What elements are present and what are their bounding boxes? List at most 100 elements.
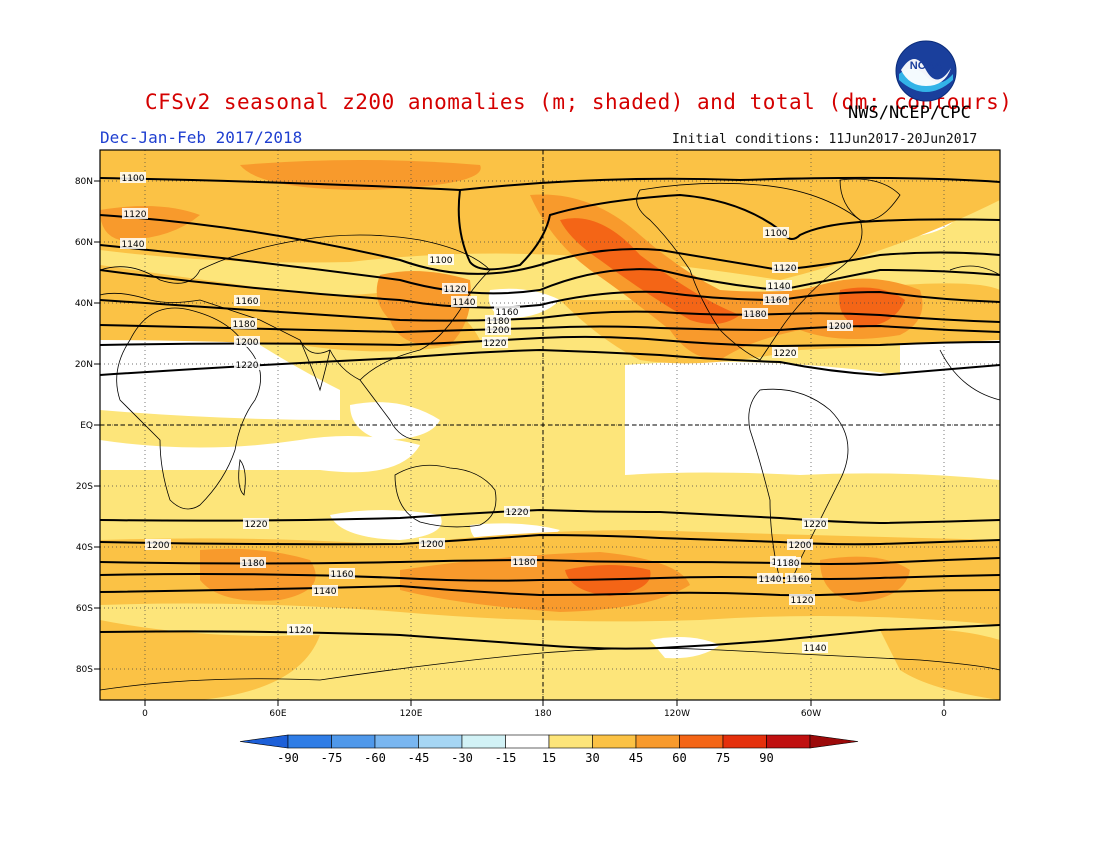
contour-label: 1200 bbox=[234, 336, 260, 348]
colorbar-label: -15 bbox=[495, 751, 517, 765]
contour-label: 1160 bbox=[329, 568, 355, 580]
lat-tick-label: 60N bbox=[75, 238, 93, 248]
lon-tick-label: 180 bbox=[534, 709, 551, 719]
lat-tick-label: 60S bbox=[76, 604, 93, 614]
anomaly-region-30-45 bbox=[880, 628, 1000, 700]
contour-line bbox=[100, 533, 1000, 546]
colorbar-label: -45 bbox=[408, 751, 430, 765]
anomaly-region-30-45 bbox=[100, 620, 320, 700]
contour-label: 1140 bbox=[312, 585, 338, 597]
colorbar-swatch bbox=[548, 734, 593, 749]
contour-line bbox=[100, 244, 1000, 295]
height-contours bbox=[100, 176, 1000, 650]
contour-label-text: 1180 bbox=[233, 320, 256, 330]
initial-conditions: Initial conditions: 11Jun2017-20Jun2017 bbox=[672, 132, 978, 147]
lon-tick-label: 120W bbox=[664, 709, 690, 719]
anomaly-region-60-75 bbox=[560, 218, 740, 324]
colorbar-swatch bbox=[679, 734, 724, 749]
contour-label-text: 1140 bbox=[768, 282, 791, 292]
contour-label: 1160 bbox=[785, 573, 811, 585]
contour-label: 1220 bbox=[504, 506, 530, 518]
anomaly-region-white bbox=[100, 436, 420, 473]
contour-label: 1220 bbox=[243, 518, 269, 530]
contour-line bbox=[100, 508, 1000, 525]
noaa-logo-text: NOAA bbox=[910, 60, 942, 72]
contour-line bbox=[100, 624, 1000, 650]
contour-line bbox=[100, 176, 1000, 192]
contour-label: 1140 bbox=[757, 573, 783, 585]
contour-label-text: 1200 bbox=[829, 322, 852, 332]
contour-line bbox=[100, 299, 1000, 323]
contour-label: 1120 bbox=[287, 624, 313, 636]
map-axes: 80N 60N 40N 20N EQ 20S 40S 60S 80S 0 60E 120E 180 120… bbox=[75, 177, 947, 719]
colorbar-swatch bbox=[287, 734, 332, 749]
contour-label-text: 1160 bbox=[331, 570, 354, 580]
colorbar-label: 90 bbox=[759, 751, 773, 765]
lat-tick-label: 20S bbox=[76, 482, 93, 492]
contour-label: 1180 bbox=[231, 318, 257, 330]
colorbar-label: 75 bbox=[716, 751, 730, 765]
contour-label-text: 1180 bbox=[242, 559, 265, 569]
contour-label: 1200 bbox=[145, 539, 171, 551]
contour-label: 1140 bbox=[120, 238, 146, 250]
contour-line bbox=[100, 557, 1000, 565]
contour-label-text: 1120 bbox=[444, 285, 467, 295]
coastline-madagascar bbox=[238, 459, 246, 496]
colorbar-label: -90 bbox=[277, 751, 299, 765]
coastline-southeast-asia bbox=[359, 379, 421, 441]
anomaly-region-60-75 bbox=[565, 565, 651, 596]
contour-label-text: 1200 bbox=[421, 540, 444, 550]
colorbar-label: -60 bbox=[364, 751, 386, 765]
contour-label-text: 1220 bbox=[245, 520, 268, 530]
contour-line bbox=[457, 189, 1000, 271]
anomaly-region-white bbox=[625, 361, 1000, 480]
anomaly-region-white bbox=[100, 327, 340, 420]
anomaly-region-60-75 bbox=[839, 287, 905, 328]
contour-label: 1220 bbox=[482, 337, 508, 349]
contour-line bbox=[100, 573, 1000, 582]
colorbar-arrow-left bbox=[239, 734, 289, 749]
contour-label: 1120 bbox=[789, 594, 815, 606]
contour-labels: 1100112011401160118012001220110011201140… bbox=[120, 172, 853, 654]
contour-label-text: 1140 bbox=[314, 587, 337, 597]
contour-label-text: 1220 bbox=[506, 508, 529, 518]
contour-label-text: 1120 bbox=[289, 626, 312, 636]
forecast-period: Dec-Jan-Feb 2017/2018 bbox=[100, 128, 303, 147]
coastline-greenland bbox=[839, 178, 901, 222]
contour-label-text: 1140 bbox=[122, 240, 145, 250]
contour-label: 1160 bbox=[234, 295, 260, 307]
colorbar-swatch bbox=[461, 734, 506, 749]
colorbar-arrow-right bbox=[809, 734, 859, 749]
contour-label-text: 1100 bbox=[122, 174, 145, 184]
contour-label-text: 1180 bbox=[487, 317, 510, 327]
contour-label: 1120 bbox=[122, 208, 148, 220]
agency-label: NWS/NCEP/CPC bbox=[848, 103, 971, 123]
contour-label: 1100 bbox=[120, 172, 146, 184]
contour-label: 1180 bbox=[742, 308, 768, 320]
contour-label: 1180 bbox=[240, 557, 266, 569]
contour-line bbox=[100, 269, 1000, 309]
colorbar-swatch bbox=[592, 734, 637, 749]
contour-label-text: 1120 bbox=[774, 264, 797, 274]
colorbar-label: -75 bbox=[321, 751, 343, 765]
colorbar-label: 30 bbox=[585, 751, 599, 765]
contour-label-text: 1180 bbox=[513, 558, 536, 568]
contour-label-text: 1200 bbox=[487, 326, 510, 336]
contour-label: 1140 bbox=[451, 296, 477, 308]
contour-label: 1180 bbox=[775, 557, 801, 569]
colorbar-swatch bbox=[418, 734, 463, 749]
colorbar-swatch bbox=[374, 734, 419, 749]
contour-label: 1120 bbox=[772, 262, 798, 274]
contour-label: 1140 bbox=[766, 280, 792, 292]
coastline-europe-east bbox=[949, 265, 1000, 276]
contour-label-text: 1100 bbox=[430, 256, 453, 266]
contour-label-text: 1220 bbox=[804, 520, 827, 530]
lat-tick-label: 40N bbox=[75, 299, 93, 309]
contour-label: 1100 bbox=[428, 254, 454, 266]
lat-tick-label: 20N bbox=[75, 360, 93, 370]
contour-label-text: 1160 bbox=[236, 297, 259, 307]
contour-label: 1160 bbox=[494, 306, 520, 318]
coastline-eurasia bbox=[100, 234, 491, 381]
noaa-logo: NOAA bbox=[895, 40, 957, 102]
